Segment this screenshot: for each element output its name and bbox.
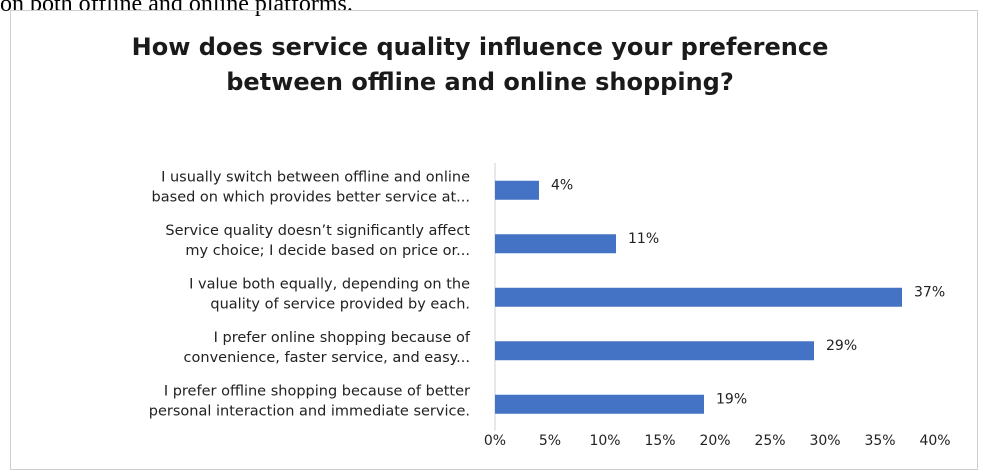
x-tick-label: 40% (919, 433, 950, 449)
value-label: 4% (551, 177, 573, 193)
value-label: 11% (628, 231, 659, 247)
value-label: 29% (826, 338, 857, 354)
x-tick-label: 30% (809, 433, 840, 449)
category-label: I prefer online shopping because of conve… (184, 330, 471, 366)
value-label: 19% (716, 391, 747, 407)
bar (495, 287, 902, 307)
x-tick-label: 5% (539, 433, 561, 449)
bar (495, 234, 616, 254)
bar (495, 180, 539, 200)
category-label: I usually switch between offline and onl… (152, 169, 471, 205)
category-label: Service quality doesn’t significantly af… (165, 223, 470, 259)
x-tick-label: 10% (589, 433, 620, 449)
category-label: I value both equally, depending on the qu… (189, 276, 470, 312)
x-tick-label: 35% (864, 433, 895, 449)
bar (495, 394, 704, 414)
x-tick-label: 15% (644, 433, 675, 449)
chart-title: How does service quality influence your … (131, 33, 829, 96)
bar (495, 341, 814, 361)
x-tick-label: 25% (754, 433, 785, 449)
x-tick-label: 20% (699, 433, 730, 449)
category-label: I prefer offline shopping because of bet… (149, 383, 470, 419)
value-label: 37% (914, 284, 945, 300)
x-tick-label: 0% (484, 433, 506, 449)
document-text-fragment: on both offline and online platforms. (0, 0, 353, 17)
